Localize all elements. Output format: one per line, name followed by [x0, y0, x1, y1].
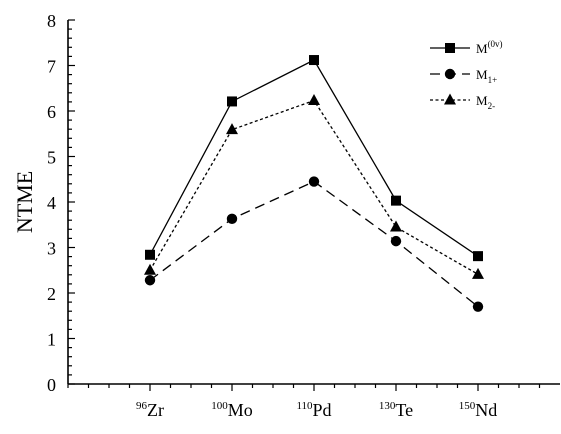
data-point-circle	[308, 176, 320, 187]
y-tick-label: 6	[47, 102, 56, 122]
legend-label: M(0v)	[476, 39, 503, 56]
y-tick-label: 4	[47, 193, 56, 213]
x-tick-label: 150Nd	[459, 400, 498, 420]
series-circle	[144, 176, 484, 312]
y-tick-label: 5	[47, 148, 56, 168]
x-tick-label: 110Pd	[296, 400, 331, 420]
data-point-square	[145, 249, 155, 260]
data-point-square	[227, 96, 237, 107]
legend: M(0v) M1+ M2-	[430, 39, 503, 111]
data-point-triangle	[390, 220, 402, 232]
y-tick-label: 1	[47, 330, 56, 350]
series-square	[145, 55, 483, 262]
series-line	[149, 59, 479, 257]
data-point-square	[473, 251, 483, 262]
data-point-triangle	[444, 93, 456, 105]
series-line	[149, 180, 479, 308]
y-axis-title: NTME	[12, 171, 37, 233]
data-point-circle	[226, 213, 238, 225]
series-line	[149, 99, 479, 275]
x-tick-label: 100Mo	[211, 400, 253, 420]
data-point-circle	[390, 235, 402, 247]
series-triangle	[144, 94, 484, 279]
x-tick-label: 96Zr	[136, 400, 164, 420]
data-point-circle	[444, 68, 456, 80]
data-point-triangle	[472, 267, 484, 279]
y-tick-label: 2	[47, 284, 56, 304]
data-point-square	[391, 195, 401, 206]
x-tick-label: 130Te	[379, 400, 413, 420]
y-tick-label: 3	[47, 239, 56, 259]
legend-label: M2-	[476, 93, 495, 111]
legend-label: M1+	[476, 67, 497, 85]
y-tick-label: 8	[47, 11, 56, 31]
data-point-circle	[144, 275, 156, 286]
data-point-square	[445, 43, 455, 53]
data-point-triangle	[308, 94, 320, 106]
data-point-square	[309, 55, 319, 66]
y-tick-label: 0	[47, 375, 56, 395]
y-tick-label: 7	[47, 57, 56, 77]
data-point-triangle	[226, 123, 238, 135]
data-point-circle	[472, 301, 484, 312]
data-point-triangle	[144, 263, 156, 275]
